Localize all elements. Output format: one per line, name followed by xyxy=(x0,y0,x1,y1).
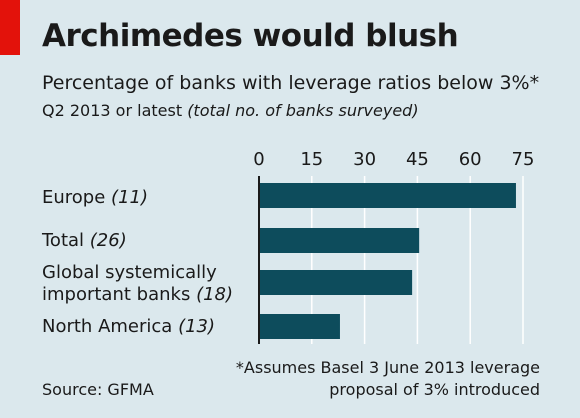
category-count: (13) xyxy=(178,316,216,337)
bar xyxy=(259,183,516,208)
footnote: *Assumes Basel 3 June 2013 leverage prop… xyxy=(210,357,540,401)
category-name: Total xyxy=(42,230,85,251)
category-count: (26) xyxy=(89,230,127,251)
x-tick-label: 15 xyxy=(300,149,323,170)
bar xyxy=(259,270,413,295)
subtitle-period: Q2 2013 or latest xyxy=(42,101,183,120)
x-tick-label: 60 xyxy=(459,149,482,170)
category-label-gsib: Global systemically important banks (18) xyxy=(42,262,233,306)
footnote-line2: proposal of 3% introduced xyxy=(329,380,540,399)
bar xyxy=(259,228,420,253)
category-count: (18) xyxy=(196,284,234,305)
category-label-europe: Europe (11) xyxy=(42,187,148,209)
x-tick-label: 30 xyxy=(353,149,376,170)
source-note: Source: GFMA xyxy=(42,380,154,399)
footnote-line1: *Assumes Basel 3 June 2013 leverage xyxy=(235,358,540,377)
category-name-line1: Global systemically xyxy=(42,262,217,283)
chart-subtitle: Percentage of banks with leverage ratios… xyxy=(42,72,540,94)
chart-title: Archimedes would blush xyxy=(42,18,459,54)
x-tick-label: 75 xyxy=(512,149,535,170)
category-name: Europe xyxy=(42,187,106,208)
x-tick-label: 45 xyxy=(406,149,429,170)
chart-subtitle-secondary: Q2 2013 or latest (total no. of banks su… xyxy=(42,101,419,120)
category-label-north-america: North America (13) xyxy=(42,316,215,338)
category-count: (11) xyxy=(111,187,148,208)
brand-red-tag xyxy=(0,0,20,55)
category-name: North America xyxy=(42,316,173,337)
x-tick-label: 0 xyxy=(253,149,264,170)
category-label-total: Total (26) xyxy=(42,230,127,252)
subtitle-note: (total no. of banks surveyed) xyxy=(187,101,419,120)
bar xyxy=(259,314,340,339)
category-name-line2: important banks xyxy=(42,284,191,305)
